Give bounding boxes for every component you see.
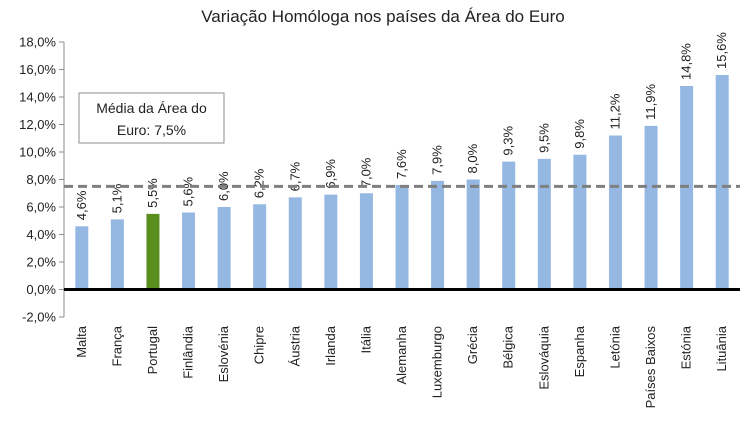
category-label: Alemanha bbox=[394, 325, 409, 384]
data-label: 7,0% bbox=[358, 157, 373, 187]
y-tick-label: 12,0% bbox=[19, 117, 56, 132]
data-label: 5,5% bbox=[145, 178, 160, 208]
bar bbox=[573, 154, 587, 290]
bar bbox=[395, 185, 409, 290]
data-label: 7,9% bbox=[430, 145, 445, 175]
chart-title: Variação Homóloga nos países da Área do … bbox=[201, 7, 565, 26]
average-annotation: Média da Área do Euro: 7,5% bbox=[78, 92, 225, 144]
bar bbox=[182, 212, 196, 290]
bar bbox=[324, 194, 338, 290]
bar bbox=[715, 75, 729, 290]
category-label: Portugal bbox=[145, 326, 160, 375]
bars bbox=[75, 75, 729, 290]
category-label: Espanha bbox=[572, 325, 587, 377]
category-label: Áustria bbox=[287, 325, 302, 366]
y-tick-label: 8,0% bbox=[26, 172, 56, 187]
data-label: 5,1% bbox=[109, 183, 124, 213]
y-tick-label: 4,0% bbox=[26, 227, 56, 242]
data-label: 8,0% bbox=[465, 143, 480, 173]
data-label: 9,8% bbox=[572, 119, 587, 149]
category-label: Luxemburgo bbox=[430, 326, 445, 398]
data-label: 11,2% bbox=[607, 93, 622, 129]
data-label: 5,6% bbox=[181, 176, 196, 206]
bar bbox=[537, 158, 551, 290]
data-label: 9,5% bbox=[536, 123, 551, 153]
y-tick-label: 16,0% bbox=[19, 62, 56, 77]
category-label: Itália bbox=[358, 325, 373, 353]
bar bbox=[359, 193, 373, 290]
bar bbox=[608, 135, 622, 290]
data-label: 14,8% bbox=[679, 43, 694, 80]
y-tick-label: 14,0% bbox=[19, 90, 56, 105]
y-tick-label: 10,0% bbox=[19, 145, 56, 160]
category-label: Estónia bbox=[679, 325, 694, 369]
x-axis-labels: Malta França Portugal Finlândia Eslovénia Chi… bbox=[74, 325, 729, 408]
category-label: Letónia bbox=[607, 325, 622, 368]
bar bbox=[253, 204, 267, 290]
category-label: Irlanda bbox=[323, 325, 338, 366]
data-label: 6,9% bbox=[323, 159, 338, 189]
data-label: 7,6% bbox=[394, 149, 409, 179]
y-tick-label: 18,0% bbox=[19, 35, 56, 50]
data-label: 6,2% bbox=[252, 168, 267, 198]
data-label: 15,6% bbox=[714, 32, 729, 69]
bar bbox=[110, 219, 124, 290]
bar bbox=[431, 180, 445, 290]
annotation-box bbox=[78, 92, 225, 144]
category-label: Malta bbox=[74, 325, 89, 358]
data-label: 6,7% bbox=[287, 161, 302, 191]
data-label: 4,6% bbox=[74, 190, 89, 220]
category-label: Lituânia bbox=[714, 325, 729, 371]
category-label: Países Baixos bbox=[643, 326, 658, 409]
y-tick-label: 0,0% bbox=[26, 282, 56, 297]
category-label: Grécia bbox=[465, 325, 480, 364]
category-label: Eslováquia bbox=[536, 325, 551, 389]
category-label: Eslovénia bbox=[216, 325, 231, 382]
annotation-line-2: Euro: 7,5% bbox=[117, 122, 186, 138]
bar bbox=[644, 125, 658, 290]
bar bbox=[288, 197, 302, 290]
category-label: Finlândia bbox=[181, 325, 196, 379]
bar bbox=[146, 213, 160, 290]
data-label: 11,9% bbox=[643, 84, 658, 120]
bar bbox=[75, 226, 89, 290]
bar bbox=[217, 207, 231, 290]
bar bbox=[466, 179, 480, 290]
y-tick-label: -2,0% bbox=[22, 310, 56, 325]
bar bbox=[502, 161, 516, 290]
y-tick-label: 2,0% bbox=[26, 255, 56, 270]
annotation-line-1: Média da Área do bbox=[96, 100, 207, 116]
y-tick-label: 6,0% bbox=[26, 200, 56, 215]
category-label: França bbox=[109, 325, 124, 366]
data-label: 9,3% bbox=[501, 126, 516, 156]
category-label: Chipre bbox=[252, 326, 267, 364]
y-axis: -2,0% 0,0% 2,0% 4,0% 6,0% 8,0% 10,0% 12,0% 14,0%… bbox=[19, 35, 65, 325]
category-label: Bélgica bbox=[501, 325, 516, 368]
